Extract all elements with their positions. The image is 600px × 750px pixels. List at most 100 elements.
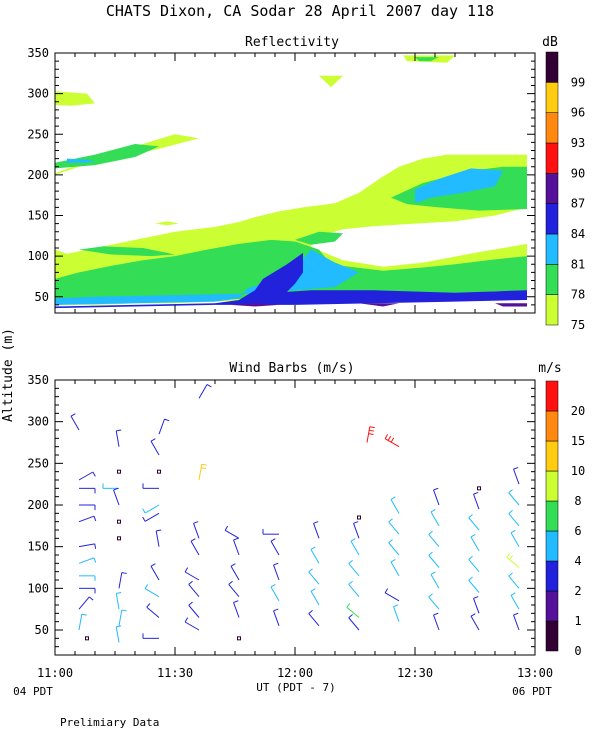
reflectivity-field [55, 55, 527, 309]
y-tick-label: 200 [27, 498, 49, 512]
colorbar-swatch [545, 590, 559, 622]
colorbar-swatch [545, 264, 559, 295]
wind-barb [193, 521, 200, 539]
wind-barb [79, 575, 96, 581]
wind-barb [102, 483, 119, 489]
colorbar-label: 87 [571, 197, 585, 211]
colorbar-label: 15 [571, 434, 585, 448]
wind-barb [78, 543, 97, 549]
reflectivity-region-78db [295, 231, 343, 245]
wind-barb [350, 538, 360, 556]
wind-barb [513, 466, 520, 485]
colorbar-label: 10 [571, 464, 585, 478]
reflectivity-region-81db [67, 158, 95, 163]
reflectivity-colorbar: 75 78 81 84 87 90 93 96 99 [545, 51, 585, 332]
wind-barb [150, 438, 160, 456]
x-tick-label: 13:00 [517, 666, 553, 680]
wind-barb [468, 555, 480, 572]
wind-barb [348, 580, 360, 597]
wind-barb [477, 486, 481, 491]
colorbar-label: 1 [574, 614, 581, 628]
colorbar-label: 78 [571, 288, 585, 302]
wind-y-ticks: 50 100 150 200 250 300 350 [27, 373, 535, 656]
y-tick-label: 350 [27, 373, 49, 387]
wind-barb [118, 572, 127, 589]
y-tick-label: 300 [27, 415, 49, 429]
reflectivity-region-75db [155, 221, 179, 226]
x-tick-labels: 11:00 11:30 12:00 12:30 13:00 [37, 666, 553, 680]
reflectivity-colorbar-unit: dB [542, 35, 558, 50]
wind-barb [390, 559, 400, 577]
wind-barb [513, 612, 520, 631]
wind-barb [228, 580, 240, 597]
wind-barb [237, 636, 241, 641]
wind-barb [508, 509, 520, 527]
colorbar-swatch [545, 82, 559, 113]
reflectivity-y-ticks: 50 100 150 200 250 300 350 [27, 46, 535, 314]
colorbar-swatch [545, 294, 559, 326]
wind-barb [78, 613, 87, 631]
colorbar-label: 84 [571, 227, 585, 241]
wind-barb [273, 608, 280, 627]
y-tick-label: 50 [35, 623, 49, 637]
wind-barb [270, 584, 280, 602]
colorbar-swatch [545, 410, 559, 442]
wind-barbs-field [70, 384, 520, 643]
wind-barb [78, 596, 94, 610]
wind-barb [473, 596, 480, 614]
wind-barb [118, 609, 127, 626]
wind-barb [433, 487, 440, 506]
wind-barb [510, 592, 520, 610]
reflectivity-region-87db [359, 303, 399, 307]
wind-barb [142, 483, 159, 489]
wind-barb [230, 563, 240, 581]
reflectivity-title: Reflectivity [245, 35, 339, 50]
colorbar-label: 96 [571, 106, 585, 120]
colorbar-swatch [545, 560, 559, 592]
reflectivity-region-87db [231, 303, 279, 307]
colorbar-swatch [545, 530, 559, 562]
wind-barb [157, 469, 161, 474]
y-tick-label: 150 [27, 209, 49, 223]
y-tick-label: 200 [27, 168, 49, 182]
wind-barb [390, 496, 400, 514]
wind-barb [308, 609, 320, 627]
wind-barb [85, 636, 89, 641]
wind-barb [78, 557, 97, 564]
wind-barb [158, 418, 170, 435]
y-tick-label: 100 [27, 249, 49, 263]
reflectivity-region-78db [79, 246, 175, 257]
wind-barb [428, 593, 440, 610]
wind-barb [262, 529, 279, 535]
wind-barb [310, 588, 320, 606]
wind-barb [506, 553, 520, 568]
colorbar-label: 6 [574, 524, 581, 538]
colorbar-label: 8 [574, 494, 581, 508]
right-date-label: 06 PDT [512, 685, 552, 698]
x-tick-label: 11:30 [157, 666, 193, 680]
reflectivity-region-78db [55, 144, 159, 169]
y-tick-label: 250 [27, 127, 49, 141]
colorbar-label: 4 [574, 554, 581, 568]
y-tick-label: 50 [35, 290, 49, 304]
wind-barb [428, 530, 440, 547]
wind-barb [233, 537, 240, 556]
colorbar-label: 0 [574, 644, 581, 658]
x-tick-label: 12:30 [397, 666, 433, 680]
y-tick-label: 150 [27, 540, 49, 554]
x-tick-label: 11:00 [37, 666, 73, 680]
wind-barb [142, 512, 160, 522]
wind-barb [384, 434, 400, 448]
wind-barb [233, 600, 240, 618]
wind-barb [113, 487, 120, 506]
colorbar-swatch [545, 440, 559, 472]
wind-barb [115, 592, 122, 610]
wind-barb [308, 568, 320, 585]
y-axis-label: Altitude (m) [1, 328, 16, 422]
wind-barb [188, 601, 200, 618]
wind-barb [366, 426, 375, 443]
wind-barb [70, 413, 80, 431]
colorbar-swatch [545, 233, 559, 265]
wind-barb [115, 429, 122, 447]
colorbar-swatch [545, 203, 559, 235]
